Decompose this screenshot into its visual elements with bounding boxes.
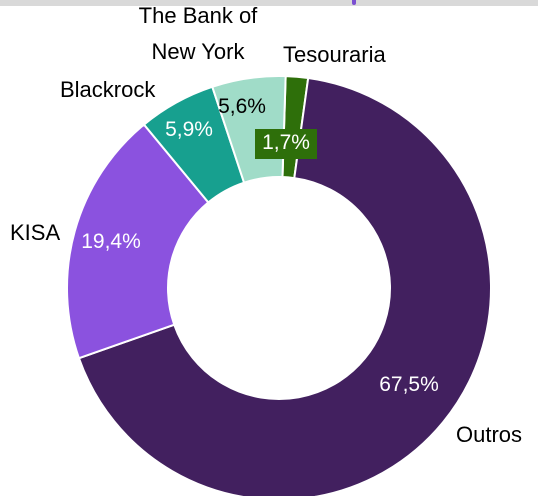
slice-kisa [66,123,210,360]
category-label-kisa: KISA [10,220,60,245]
top-strip [0,0,538,6]
value-label-box-tesouraria [255,129,317,159]
value-label-kisa: 19,4% [81,230,141,253]
category-label-the-bank-of-new-york-line-1: The Bank of [139,3,259,28]
value-label-the-bank-of-new-york: 5,6% [218,95,266,118]
category-label-tesouraria: Tesouraria [283,42,386,67]
category-label-blackrock: Blackrock [60,77,156,102]
value-label-outros: 67,5% [379,373,439,396]
slice-outros [77,76,492,496]
value-label-blackrock: 5,9% [165,118,213,141]
top-strip-mark [352,0,356,5]
category-label-outros: Outros [456,422,522,447]
value-label-tesouraria: 1,7% [262,131,310,154]
category-label-the-bank-of-new-york-line-2: New York [152,39,246,64]
